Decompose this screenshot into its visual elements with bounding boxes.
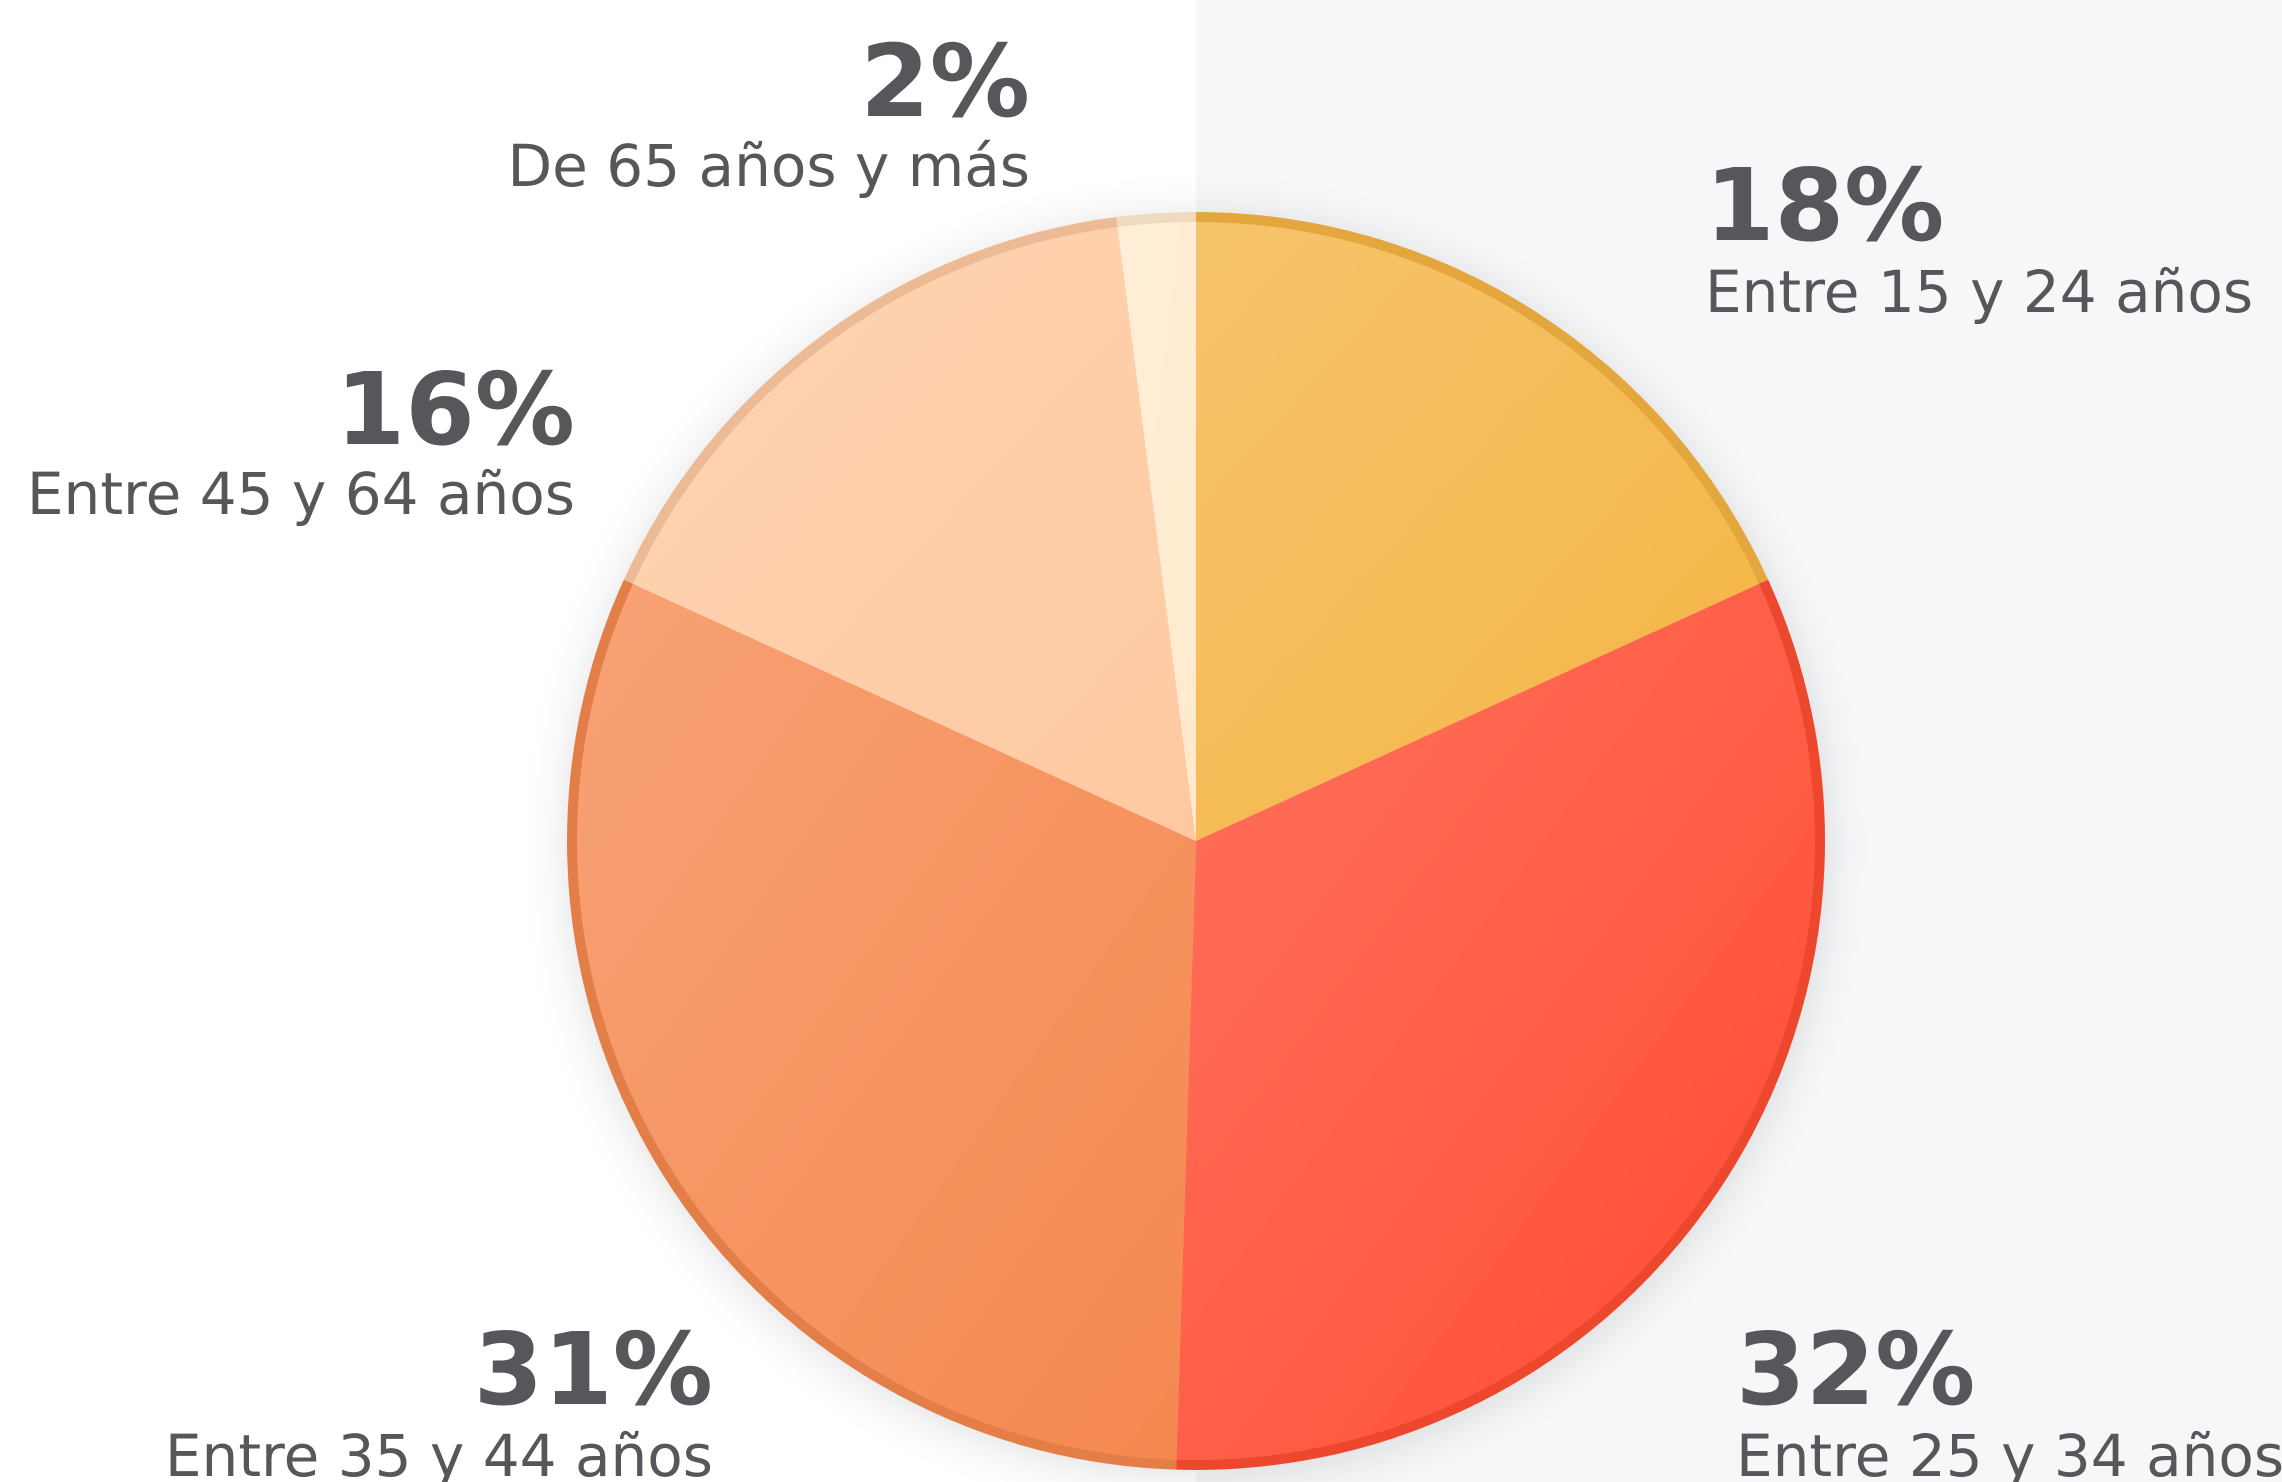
category-label: Entre 25 y 34 años <box>1736 1422 2282 1482</box>
category-label: Entre 45 y 64 años <box>27 460 575 528</box>
pie <box>567 212 1825 1471</box>
slice-shine <box>1117 217 1196 841</box>
category-label: Entre 15 y 24 años <box>1705 258 2253 326</box>
data-label: 18% <box>1705 147 1944 264</box>
slice-edge <box>567 579 1177 1470</box>
labels: 18%Entre 15 y 24 años 32%Entre 25 y 34 añ… <box>27 23 2282 1482</box>
data-label: 31% <box>474 1311 713 1428</box>
slice-shine <box>572 581 1196 1465</box>
slice-edge <box>1116 212 1197 227</box>
slice-shine <box>1176 581 1820 1465</box>
category-label: De 65 años y más <box>508 132 1030 200</box>
category-label: Entre 35 y 44 años <box>165 1422 713 1482</box>
slice-shine <box>628 222 1196 841</box>
slice-shine <box>1196 217 1764 841</box>
slice-edge <box>1195 212 1769 584</box>
data-label: 32% <box>1736 1311 1975 1428</box>
data-label: 2% <box>860 23 1030 140</box>
slice-edge <box>623 217 1118 584</box>
slice-edge <box>1176 579 1825 1471</box>
data-label: 16% <box>336 351 575 468</box>
